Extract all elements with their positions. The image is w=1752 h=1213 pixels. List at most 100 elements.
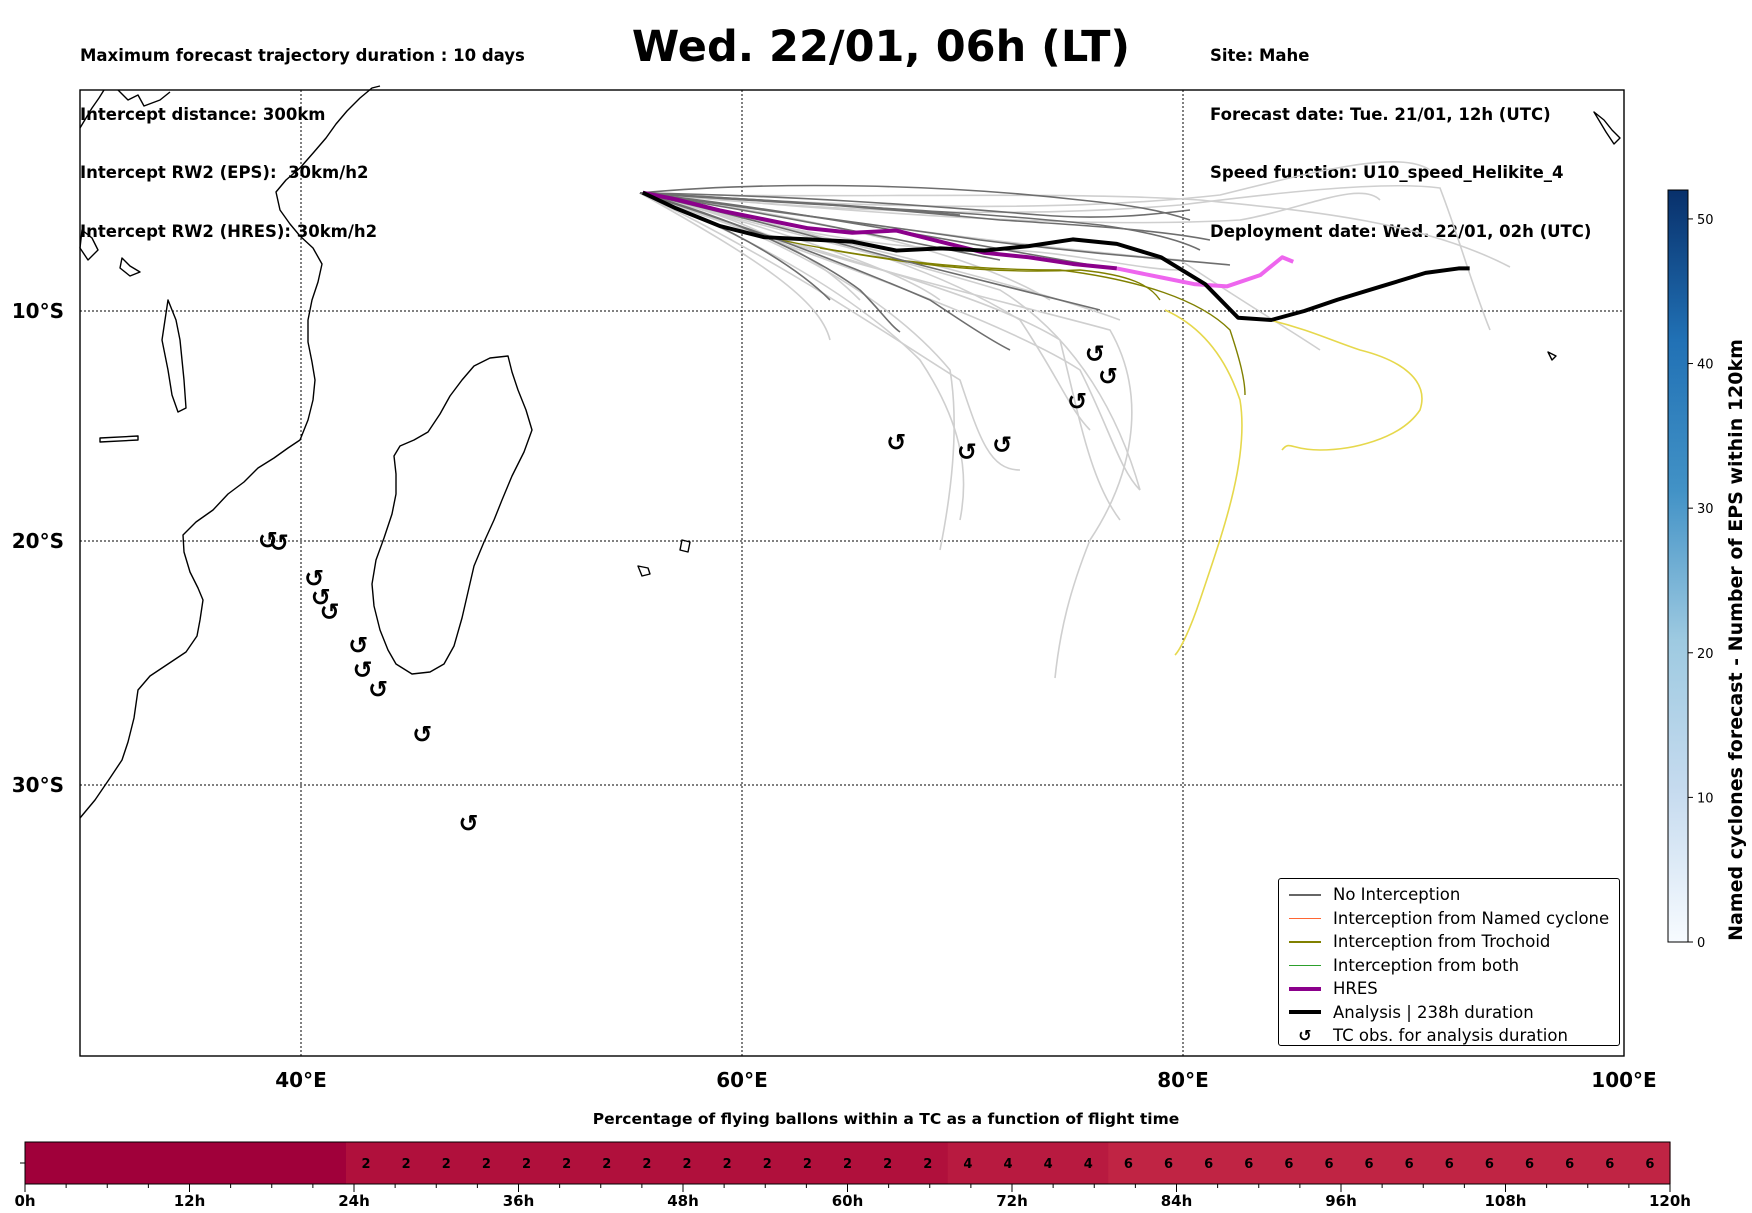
hres-track [642, 190, 1118, 271]
time-tick-label: 12h [174, 1192, 206, 1210]
time-bar-value: 4 [963, 1157, 972, 1172]
tc-obs-marker: ↺ [353, 656, 373, 684]
time-bar-cell [225, 1142, 267, 1184]
header-left-line: Maximum forecast trajectory duration : 1… [80, 46, 525, 65]
header-left-line: Intercept RW2 (EPS): 30km/h2 [80, 163, 369, 182]
tc-observations: ↺↺↺↺↺↺↺↺↺↺↺ ↺ ↺↺↺↺ [258, 340, 1118, 838]
time-bar-value: 2 [723, 1157, 732, 1172]
island [99, 435, 139, 443]
time-bar-value: 2 [602, 1157, 611, 1172]
time-bar-cell [1389, 1142, 1430, 1184]
time-tick-label: 36h [503, 1192, 535, 1210]
time-bar-cell [1509, 1142, 1551, 1184]
legend-label: No Interception [1333, 885, 1461, 905]
colorbar-tick-label: 0 [1697, 936, 1705, 951]
map-legend: No Interception Interception from Named c… [1278, 878, 1620, 1046]
tc-obs-marker: ↺ [992, 431, 1012, 459]
time-tick-label: 84h [1161, 1192, 1193, 1210]
tc-obs-marker: ↺ [412, 720, 432, 748]
africa-coast-north [79, 89, 105, 129]
time-bar-cell [907, 1142, 949, 1184]
colorbar-tick-label: 40 [1697, 358, 1714, 373]
time-bar-value: 6 [1244, 1157, 1253, 1172]
time-tick-label: 120h [1649, 1192, 1691, 1210]
header-right-line: Site: Mahe [1210, 46, 1310, 65]
tc-obs-marker: ↺ [957, 438, 977, 466]
tc-obs-marker: ↺ [348, 632, 368, 660]
time-bar-cell [185, 1142, 227, 1184]
africa-coastline [79, 85, 381, 819]
tc-obs-marker: ↺ [258, 526, 278, 554]
colorbar [1667, 189, 1689, 943]
time-bar-value: 2 [522, 1157, 531, 1172]
time-bar-value: 2 [642, 1157, 651, 1172]
time-bar-value: 6 [1405, 1157, 1414, 1172]
y-tick-label: 20°S [12, 529, 64, 553]
colorbar-tick-label: 20 [1697, 647, 1714, 662]
time-bar-title: Percentage of flying ballons within a TC… [592, 1110, 1180, 1128]
time-tick-label: 96h [1325, 1192, 1357, 1210]
legend-item: HRES [1287, 977, 1619, 1001]
time-bar-cell [1148, 1142, 1190, 1184]
island [79, 229, 99, 261]
time-bar-cell [827, 1142, 869, 1184]
time-tick-label: 72h [996, 1192, 1028, 1210]
legend-line-swatch [1287, 955, 1323, 975]
time-bar-value: 6 [1164, 1157, 1173, 1172]
tc-obs-marker: ↺ [886, 429, 906, 457]
time-bar-value: 6 [1124, 1157, 1133, 1172]
time-bar-cell [506, 1142, 548, 1184]
legend-item: Interception from Named cyclone [1287, 907, 1619, 931]
tc-obs-marker: ↺ [1085, 340, 1105, 368]
legend-item: Interception from Trochoid [1287, 930, 1619, 954]
eps-members-light [639, 161, 1511, 679]
time-bar-cell [1108, 1142, 1150, 1184]
time-bar-cell [1549, 1142, 1591, 1184]
time-bar-cell [747, 1142, 788, 1184]
time-bar-value: 2 [682, 1157, 691, 1172]
island [637, 565, 651, 577]
time-bar-cell [145, 1142, 187, 1184]
time-bar-value: 2 [442, 1157, 451, 1172]
time-bar-cell [1028, 1142, 1069, 1184]
x-tick-label: 100°E [1591, 1068, 1656, 1092]
time-bar-value: 6 [1365, 1157, 1374, 1172]
time-bar-cell [787, 1142, 829, 1184]
y-tick-label: 30°S [12, 773, 64, 797]
colorbar-tick-label: 50 [1697, 213, 1714, 228]
legend-line-swatch [1287, 885, 1323, 905]
time-bar-cell [1589, 1142, 1631, 1184]
time-bar-value: 4 [1044, 1157, 1053, 1172]
hres-track-late [1116, 255, 1295, 289]
time-bar-cell [1188, 1142, 1230, 1184]
time-bar-value: 6 [1284, 1157, 1293, 1172]
time-bar-value: 2 [803, 1157, 812, 1172]
time-bar-value: 6 [1445, 1157, 1454, 1172]
legend-label: Interception from both [1333, 955, 1520, 975]
time-bar-cell [386, 1142, 427, 1184]
time-bar-value: 6 [1485, 1157, 1494, 1172]
time-bar-cell [1068, 1142, 1109, 1184]
colorbar-tick-label: 10 [1697, 791, 1714, 806]
time-bar-value: 6 [1605, 1157, 1614, 1172]
time-bar-cell [1228, 1142, 1270, 1184]
time-bar-cell [987, 1142, 1029, 1184]
time-bar-cell [1268, 1142, 1310, 1184]
tc-obs-marker: ↺ [320, 598, 340, 626]
legend-label: Interception from Trochoid [1333, 932, 1551, 952]
time-bar-cell [626, 1142, 668, 1184]
time-bar-cell [1629, 1142, 1671, 1184]
time-tick-label: 60h [832, 1192, 864, 1210]
colorbar-ticks: 0 10 20 30 40 50 [1688, 213, 1714, 951]
y-tick-label: 10°S [12, 299, 64, 323]
legend-line-swatch [1287, 979, 1323, 999]
time-percentage-bar: 2 2 2 2 2 2 2 2 2 2 2 2 2 2 2 4 4 4 4 6 6 6 6 6 6 6 6 6 6 6 6 6 6 [25, 1142, 1671, 1184]
time-bar-value: 6 [1204, 1157, 1213, 1172]
legend-label: Analysis | 238h duration [1333, 1002, 1534, 1022]
legend-item: No Interception [1287, 883, 1619, 907]
legend-item: Analysis | 238h duration [1287, 1001, 1619, 1025]
africa-coast-nw [117, 89, 171, 107]
legend-line-swatch [1287, 908, 1323, 928]
tc-obs-marker: ↺ [269, 529, 289, 557]
